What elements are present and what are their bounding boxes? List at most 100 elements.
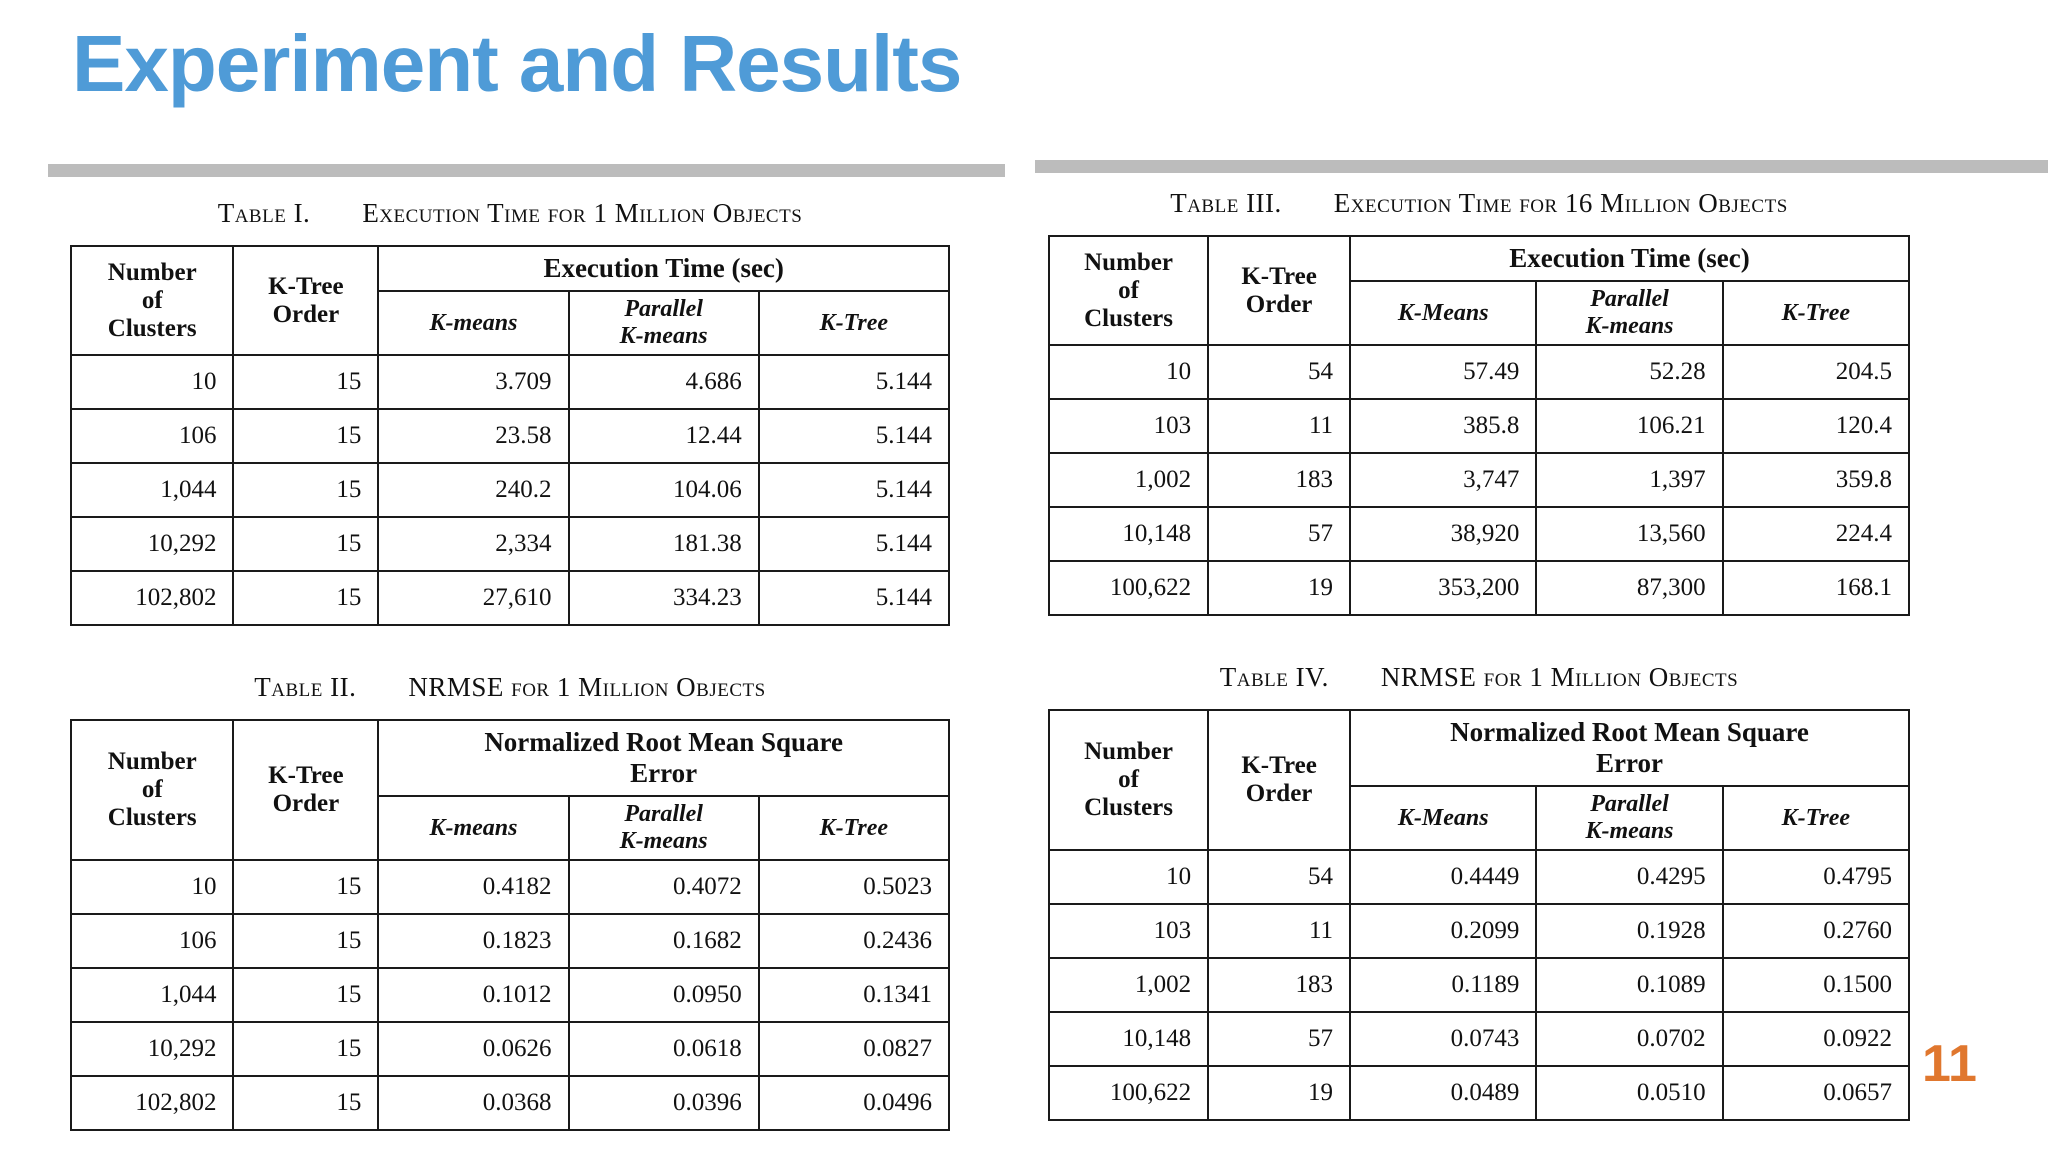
ktree-order-column-header: K-Tree Order [1207,709,1352,851]
data-row: 103 11 0.2099 0.1928 0.2760 [1047,903,1911,959]
data-row: 10 54 57.49 52.28 204.5 [1047,344,1911,400]
data-cell: 5.144 [757,408,951,464]
data-cell: 3.709 [377,354,570,410]
table3-caption-text: Execution Time for 16 Million Objects [1333,188,1788,218]
data-cell: 0.2760 [1721,903,1911,959]
data-cell: 15 [232,354,380,410]
table3-caption-label: Table III. [1170,188,1282,218]
data-cell: 0.0626 [377,1021,570,1077]
method-column-header: K-Tree [757,290,951,356]
data-cell: 102,802 [69,1075,235,1131]
data-cell: 57.49 [1349,344,1538,400]
data-cell: 57 [1207,506,1352,562]
data-cell: 10,148 [1047,506,1210,562]
data-row: 103 11 385.8 106.21 120.4 [1047,398,1911,454]
data-cell: 106 [69,408,235,464]
data-cell: 359.8 [1721,452,1911,508]
table4-caption-label: Table IV. [1219,662,1329,692]
group-header: Normalized Root Mean Square Error [377,719,950,797]
data-cell: 11 [1207,398,1352,454]
data-cell: 204.5 [1721,344,1911,400]
data-cell: 224.4 [1721,506,1911,562]
data-row: 100,622 19 0.0489 0.0510 0.0657 [1047,1065,1911,1121]
title-divider-right [1035,160,2048,173]
method-column-header: K-Means [1349,280,1538,346]
data-cell: 168.1 [1721,560,1911,616]
data-cell: 5.144 [757,570,951,626]
data-cell: 0.1823 [377,913,570,969]
data-cell: 15 [232,1075,380,1131]
data-row: 102,802 15 27,610 334.23 5.144 [69,570,951,626]
group-header: Execution Time (sec) [377,245,950,292]
data-cell: 1,044 [69,967,235,1023]
data-cell: 1,002 [1047,957,1210,1013]
data-cell: 38,920 [1349,506,1538,562]
data-cell: 0.1928 [1535,903,1724,959]
data-cell: 0.0827 [757,1021,951,1077]
data-cell: 3,747 [1349,452,1538,508]
data-cell: 52.28 [1535,344,1724,400]
data-cell: 0.4295 [1535,849,1724,905]
data-cell: 10,292 [69,516,235,572]
data-cell: 10 [69,354,235,410]
clusters-column-header: Number of Clusters [1047,709,1210,851]
data-cell: 2,334 [377,516,570,572]
table1-caption-text: Execution Time for 1 Million Objects [362,198,803,228]
data-cell: 19 [1207,1065,1352,1121]
data-cell: 12.44 [567,408,760,464]
data-cell: 0.1189 [1349,957,1538,1013]
slide-title: Experiment and Results [72,19,962,108]
data-cell: 54 [1207,849,1352,905]
data-cell: 0.0922 [1721,1011,1911,1067]
data-cell: 0.0510 [1535,1065,1724,1121]
method-column-header: K-Means [1349,785,1538,851]
table1-caption-label: Table I. [217,198,311,228]
table4-nrmse-1m: Number of Clusters K-Tree Order Normalized… [1047,709,1911,1121]
data-row: 10,148 57 0.0743 0.0702 0.0922 [1047,1011,1911,1067]
title-divider-left [48,164,1005,177]
method-column-header: K-means [377,795,570,861]
data-cell: 240.2 [377,462,570,518]
data-cell: 0.0368 [377,1075,570,1131]
data-row: 106 15 23.58 12.44 5.144 [69,408,951,464]
data-row: 10 54 0.4449 0.4295 0.4795 [1047,849,1911,905]
data-cell: 10 [1047,849,1210,905]
data-cell: 0.1012 [377,967,570,1023]
table2-caption-text: NRMSE for 1 Million Objects [408,672,766,702]
method-column-header: Parallel K-means [1535,280,1724,346]
data-cell: 0.4449 [1349,849,1538,905]
data-cell: 11 [1207,903,1352,959]
data-cell: 10 [1047,344,1210,400]
data-cell: 120.4 [1721,398,1911,454]
method-column-header: K-means [377,290,570,356]
data-cell: 0.0950 [567,967,760,1023]
data-cell: 54 [1207,344,1352,400]
table2-caption-label: Table II. [254,672,357,702]
clusters-column-header: Number of Clusters [69,719,235,861]
data-cell: 15 [232,408,380,464]
data-cell: 5.144 [757,354,951,410]
data-cell: 13,560 [1535,506,1724,562]
data-cell: 181.38 [567,516,760,572]
data-cell: 27,610 [377,570,570,626]
data-cell: 23.58 [377,408,570,464]
data-row: 1,044 15 0.1012 0.0950 0.1341 [69,967,951,1023]
data-cell: 0.0618 [567,1021,760,1077]
data-cell: 0.1341 [757,967,951,1023]
data-cell: 0.4072 [567,859,760,915]
data-cell: 103 [1047,903,1210,959]
data-cell: 15 [232,967,380,1023]
data-row: 10,292 15 0.0626 0.0618 0.0827 [69,1021,951,1077]
data-cell: 15 [232,913,380,969]
data-cell: 1,002 [1047,452,1210,508]
group-header: Execution Time (sec) [1349,235,1910,282]
ktree-order-column-header: K-Tree Order [232,245,380,356]
data-cell: 0.1682 [567,913,760,969]
data-cell: 0.4182 [377,859,570,915]
table3-caption: Table III. Execution Time for 16 Million… [1048,188,1910,219]
data-cell: 4.686 [567,354,760,410]
table2-caption: Table II. NRMSE for 1 Million Objects [70,672,950,703]
data-row: 106 15 0.1823 0.1682 0.2436 [69,913,951,969]
table1-caption: Table I. Execution Time for 1 Million Ob… [70,198,950,229]
data-cell: 15 [232,570,380,626]
